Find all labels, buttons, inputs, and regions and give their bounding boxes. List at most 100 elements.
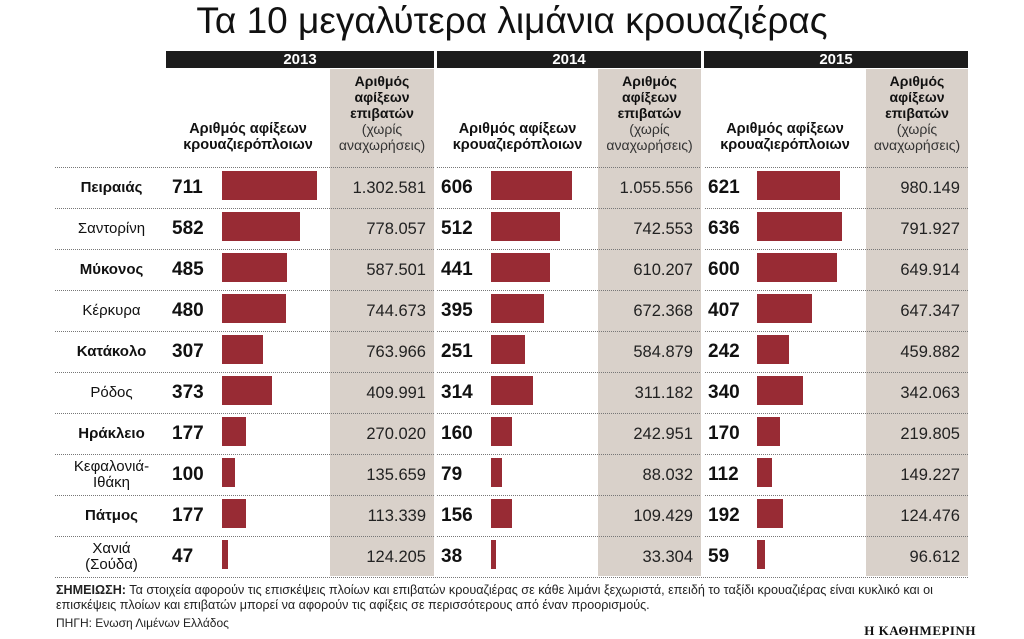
ships-bar — [491, 540, 496, 569]
port-label-line: Κατάκολο — [76, 343, 147, 360]
header-line: Αριθμός — [889, 73, 945, 89]
ships-value: 441 — [441, 259, 473, 280]
passengers-value: 135.659 — [366, 466, 426, 484]
passengers-value: 649.914 — [900, 261, 960, 279]
port-label: Ρόδος — [60, 385, 163, 401]
ships-bar — [757, 335, 789, 364]
ships-value: 407 — [708, 300, 740, 321]
header-line: Αριθμός — [354, 73, 410, 89]
row-divider — [55, 577, 968, 578]
passengers-value: 980.149 — [900, 179, 960, 197]
ships-bar — [491, 294, 544, 323]
ships-value: 582 — [172, 218, 204, 239]
ships-value: 373 — [172, 382, 204, 403]
passengers-value: 124.205 — [366, 548, 426, 566]
header-line: (χωρίς — [361, 121, 403, 137]
passengers-value: 242.951 — [633, 425, 693, 443]
header-line: Αριθμός — [622, 73, 677, 89]
port-label-line: Πάτμος — [85, 507, 138, 524]
ships-bar — [757, 458, 772, 487]
source: ΠΗΓΗ: Ενωση Λιμένων Ελλάδος — [56, 616, 229, 630]
ships-column-header: Αριθμός αφίξεων κρουαζιερόπλοιων — [166, 121, 330, 153]
ships-bar — [491, 458, 502, 487]
ships-bar — [491, 376, 533, 405]
header-line: επιβατών — [350, 105, 414, 121]
passengers-value: 109.429 — [633, 507, 693, 525]
ships-value: 59 — [708, 546, 730, 567]
port-label-line: Κέρκυρα — [82, 302, 141, 319]
ships-value: 47 — [172, 546, 194, 567]
header-line: Αριθμός αφίξεων — [189, 121, 307, 137]
passengers-value: 342.063 — [900, 384, 960, 402]
header-line: αναχωρήσεις) — [606, 137, 693, 153]
ships-value: 340 — [708, 382, 740, 403]
header-line: επιβατών — [885, 105, 949, 121]
header-line: κρουαζιερόπλοιων — [720, 137, 850, 153]
ships-bar — [222, 499, 246, 528]
passengers-value: 113.339 — [367, 507, 426, 525]
header-line: αφίξεων — [621, 89, 677, 105]
passenger-column-bg-2014 — [598, 69, 701, 576]
ships-value: 156 — [441, 505, 473, 526]
ships-column-header: Αριθμός αφίξεων κρουαζιερόπλοιων — [704, 121, 866, 153]
passengers-value: 96.612 — [909, 548, 960, 566]
port-label-line: Κεφαλονιά- — [73, 457, 150, 475]
passengers-value: 742.553 — [633, 220, 693, 238]
row-divider — [55, 249, 968, 250]
passengers-value: 459.882 — [900, 343, 960, 361]
header-line: κρουαζιερόπλοιων — [183, 137, 313, 153]
passengers-value: 791.927 — [900, 220, 960, 238]
year-header-2013: 2013 — [166, 51, 434, 68]
ships-value: 711 — [172, 177, 203, 198]
port-label-line: Ηράκλειο — [78, 425, 145, 442]
passengers-value: 587.501 — [366, 261, 426, 279]
group-separator — [701, 51, 704, 572]
port-label-line: Πειραιάς — [80, 179, 143, 196]
ships-value: 606 — [441, 177, 473, 198]
ships-value: 192 — [708, 505, 740, 526]
ships-value: 170 — [708, 423, 740, 444]
header-line: αναχωρήσεις) — [873, 137, 961, 153]
passenger-column-bg-2013 — [330, 69, 434, 576]
ships-value: 621 — [708, 177, 740, 198]
port-label-line: Μύκονος — [79, 261, 144, 278]
ships-value: 177 — [172, 423, 204, 444]
ships-bar — [757, 171, 840, 200]
ships-column-header: Αριθμός αφίξεων κρουαζιερόπλοιων — [437, 121, 598, 153]
passengers-value: 778.057 — [366, 220, 426, 238]
ships-bar — [491, 417, 512, 446]
passengers-value: 1.055.556 — [619, 179, 693, 197]
port-label-line: Χανιά — [92, 539, 131, 557]
passengers-value: 270.020 — [366, 425, 426, 443]
note-text: Τα στοιχεία αφορούν τις επισκέψεις πλοίω… — [56, 583, 933, 612]
ships-bar — [757, 417, 780, 446]
row-divider — [55, 413, 968, 414]
ships-value: 242 — [708, 341, 740, 362]
ships-bar — [222, 540, 228, 569]
ships-bar — [491, 335, 525, 364]
ships-value: 251 — [441, 341, 473, 362]
passengers-value: 744.673 — [366, 302, 426, 320]
passengers-value: 124.476 — [900, 507, 960, 525]
port-label-line: Ρόδος — [90, 384, 133, 401]
ships-value: 636 — [708, 218, 740, 239]
ships-bar — [222, 376, 272, 405]
note: ΣΗΜΕΙΩΣΗ: Τα στοιχεία αφορούν τις επισκέ… — [56, 583, 956, 613]
ships-value: 314 — [441, 382, 473, 403]
ships-bar — [491, 253, 550, 282]
ships-bar — [222, 458, 235, 487]
passengers-value: 311.182 — [634, 384, 693, 402]
row-divider — [55, 454, 968, 455]
row-divider — [55, 290, 968, 291]
row-divider — [55, 331, 968, 332]
ships-bar — [491, 171, 572, 200]
passengers-value: 33.304 — [642, 548, 693, 566]
header-line: κρουαζιερόπλοιων — [452, 137, 583, 153]
ships-bar — [757, 253, 837, 282]
passenger-column-bg-2015 — [866, 69, 968, 576]
header-line: αφίξεων — [354, 89, 410, 105]
port-label: Κατάκολο — [60, 344, 163, 360]
passengers-column-header: Αριθμός αφίξεων επιβατών (χωρίς αναχωρήσεις) — [598, 73, 701, 153]
ships-bar — [491, 499, 512, 528]
ships-bar — [222, 212, 300, 241]
